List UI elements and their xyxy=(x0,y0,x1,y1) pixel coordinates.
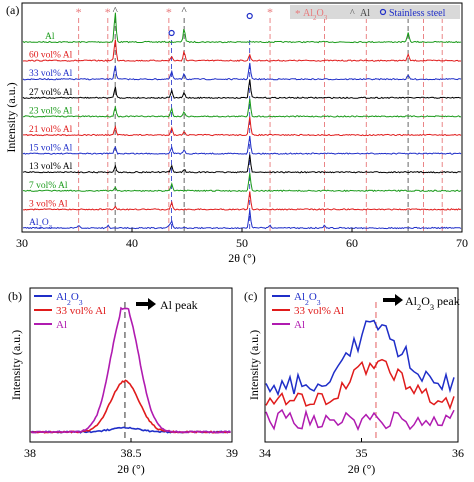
trace-0 xyxy=(22,12,462,44)
zoom-trace-1 xyxy=(265,358,455,411)
al2o3-star-marker: * xyxy=(76,5,82,19)
annotation-text: Al peak xyxy=(160,298,198,312)
al-caret-marker: ^ xyxy=(113,5,119,17)
trace-label-0: Al xyxy=(45,32,55,42)
zoom-trace-2 xyxy=(30,306,231,434)
trace-2 xyxy=(22,62,462,81)
legend-steel-circle xyxy=(379,8,387,16)
trace-3 xyxy=(22,79,462,100)
trace-label-2: 33 vol% Al xyxy=(29,69,73,79)
x-tick-label: 70 xyxy=(456,236,468,250)
panel-a-legend: * Al2O3 ^ Al Stainless steel xyxy=(290,5,460,22)
annotation-arrow xyxy=(383,294,403,306)
zoom-trace-1 xyxy=(30,379,231,434)
x-tick-label: 30 xyxy=(16,236,28,250)
x-tick-label: 34 xyxy=(259,446,271,460)
trace-label-5: 21 vol% Al xyxy=(29,125,73,135)
trace-7 xyxy=(22,154,461,174)
legend-label-0: Al2O3 xyxy=(56,291,83,307)
steel-circle-marker xyxy=(168,29,175,37)
al2o3-star-marker: * xyxy=(267,5,273,19)
al-caret-marker: ^ xyxy=(182,5,188,17)
trace-label-4: 23 vol% Al xyxy=(29,106,73,116)
legend-background xyxy=(290,5,460,19)
x-tick-label: 50 xyxy=(236,236,248,250)
trace-10 xyxy=(22,210,462,230)
legend-al2o3-label: Al2O3 xyxy=(303,8,328,22)
trace-4 xyxy=(22,98,462,118)
legend-al2o3-star: * xyxy=(295,8,301,20)
trace-label-1: 60 vol% Al xyxy=(29,51,73,61)
y-axis-label: Intensity (a.u.) xyxy=(4,82,18,152)
trace-1 xyxy=(22,39,462,62)
x-tick-label: 60 xyxy=(346,236,358,250)
x-tick-label: 35 xyxy=(356,446,368,460)
x-axis-label: 2θ (°) xyxy=(117,462,145,476)
annotation-arrow xyxy=(136,298,156,310)
panel-a-frame xyxy=(21,2,463,233)
x-axis-label: 2θ (°) xyxy=(228,251,256,265)
legend-al-label: Al xyxy=(360,8,370,19)
x-axis-label: 2θ (°) xyxy=(348,462,376,476)
x-tick-label: 36 xyxy=(452,446,464,460)
legend-label-2: Al xyxy=(56,319,67,331)
annotation-text: Al2O3 peak xyxy=(405,294,460,312)
trace-label-10: Al2O3 xyxy=(29,218,53,231)
zoom-trace-2 xyxy=(265,408,455,432)
trace-label-3: 27 vol% Al xyxy=(29,88,73,98)
legend-steel-label: Stainless steel xyxy=(389,8,446,19)
legend-label-0: Al2O3 xyxy=(294,291,321,307)
panel-b-label: (b) xyxy=(8,289,22,303)
trace-label-8: 7 vol% Al xyxy=(29,181,68,191)
legend-label-1: 33 vol% Al xyxy=(56,305,106,317)
al2o3-star-marker: * xyxy=(166,5,172,19)
x-tick-label: 39 xyxy=(226,446,238,460)
steel-circle-marker xyxy=(246,12,253,20)
panel-a-label: (a) xyxy=(6,3,19,17)
trace-5 xyxy=(23,116,462,137)
trace-label-9: 3 vol% Al xyxy=(29,199,68,209)
trace-label-7: 13 vol% Al xyxy=(29,162,73,172)
legend-label-1: 33 vol% Al xyxy=(294,305,344,317)
x-tick-label: 38.5 xyxy=(121,446,142,460)
trace-label-6: 15 vol% Al xyxy=(29,144,73,154)
al2o3-star-marker: * xyxy=(105,5,111,19)
panel-c-label: (c) xyxy=(244,289,257,303)
y-axis-label: Intensity (a.u.) xyxy=(9,330,23,400)
legend-label-2: Al xyxy=(294,319,305,331)
x-tick-label: 40 xyxy=(126,236,138,250)
trace-8 xyxy=(23,172,462,193)
y-axis-label: Intensity (a.u.) xyxy=(247,330,261,400)
zoom-trace-0 xyxy=(265,319,455,397)
x-tick-label: 38 xyxy=(24,446,36,460)
trace-9 xyxy=(22,191,462,211)
legend-al-caret: ^ xyxy=(350,8,355,19)
trace-6 xyxy=(22,135,462,155)
